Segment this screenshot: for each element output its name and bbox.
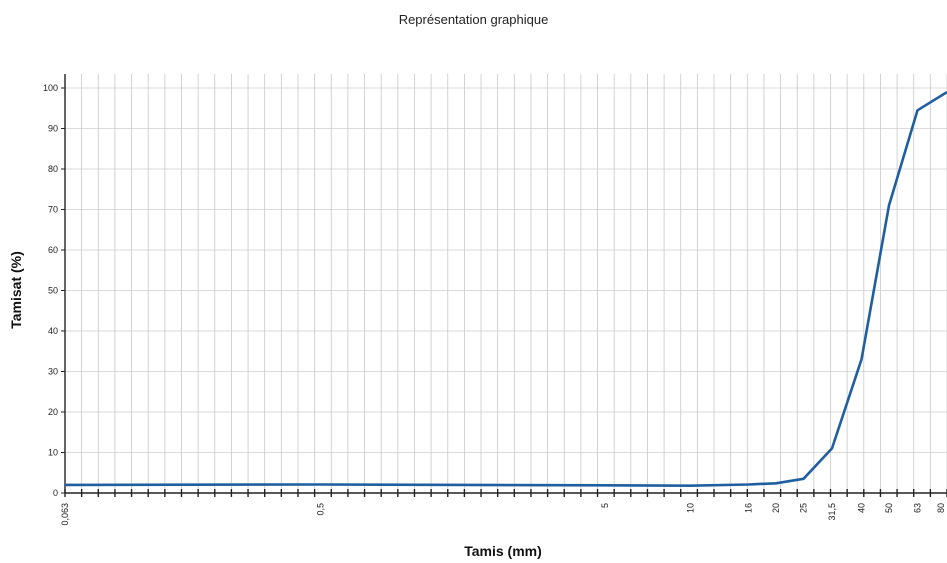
y-tick-label: 0 [53,488,58,498]
x-axis-label: Tamis (mm) [464,543,542,559]
x-tick-label: 10 [685,503,695,513]
x-tick-label: 50 [884,503,894,513]
series-layer [64,90,947,488]
y-axis-label: Tamisat (%) [8,251,24,329]
axes-layer [64,74,947,494]
y-tick-label: 20 [48,407,58,417]
y-tick-label: 100 [43,83,58,93]
series-line [64,90,947,488]
y-tick-label: 60 [48,245,58,255]
x-tick-label: 0,063 [60,503,70,526]
x-tick-label: 40 [856,503,866,513]
x-tick-label: 25 [798,503,808,513]
y-tick-label: 40 [48,326,58,336]
ticks-layer: 0 10 20 30 40 50 60 70 80 90 100 0,063 0,5 5 10 16 20 25 3… [43,83,947,526]
x-tick-label: 16 [743,503,753,513]
x-tick-label: 20 [771,503,781,513]
x-tick-label: 31,5 [827,503,837,521]
y-tick-label: 80 [48,164,58,174]
x-tick-label: 80 [936,503,946,513]
y-tick-label: 50 [48,286,58,296]
y-tick-label: 10 [48,448,58,458]
y-tick-label: 70 [48,205,58,215]
grid-layer [65,74,947,493]
chart-title: Représentation graphique [398,12,549,27]
x-tick-label: 63 [913,503,923,513]
y-tick-label: 30 [48,367,58,377]
y-tick-label: 90 [48,124,58,134]
x-tick-label: 5 [600,503,610,508]
x-tick-label: 0,5 [316,503,326,516]
